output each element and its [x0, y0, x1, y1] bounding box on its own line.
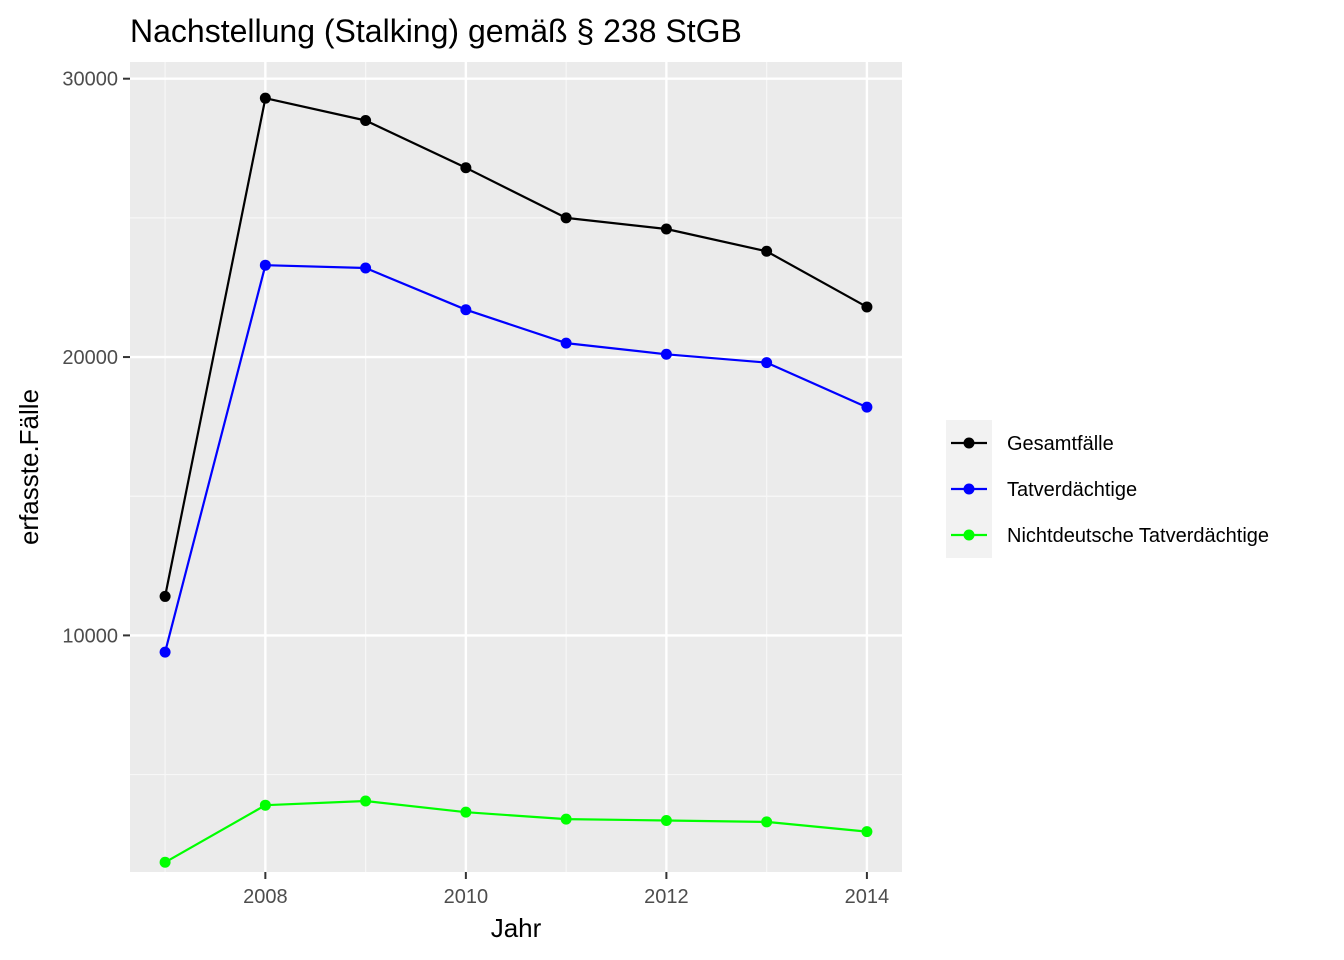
- y-tick-label: 10000: [62, 625, 118, 647]
- chart-title: Nachstellung (Stalking) gemäß § 238 StGB: [130, 13, 742, 49]
- legend-label: Tatverdächtige: [1007, 479, 1137, 501]
- x-tick-label: 2010: [444, 886, 489, 908]
- data-point: [159, 646, 171, 658]
- data-point: [761, 357, 773, 369]
- data-point: [660, 223, 672, 235]
- x-tick-label: 2012: [644, 886, 689, 908]
- legend-key-point: [963, 437, 975, 449]
- data-point: [460, 162, 472, 174]
- series-line: [164, 97, 868, 597]
- data-point: [159, 590, 171, 602]
- minor-gridlines: [130, 62, 902, 872]
- data-point: [560, 337, 572, 349]
- data-point: [460, 304, 472, 316]
- data-point: [159, 856, 171, 868]
- y-tick-label: 30000: [62, 69, 118, 91]
- legend-label: Nichtdeutsche Tatverdächtige: [1007, 525, 1269, 547]
- x-tick-label: 2014: [845, 886, 890, 908]
- legend-key-point: [963, 483, 975, 495]
- x-tick-label: 2008: [243, 886, 288, 908]
- data-point: [861, 401, 873, 413]
- data-point: [360, 262, 372, 274]
- data-point: [861, 301, 873, 313]
- data-point: [761, 245, 773, 257]
- data-point: [560, 813, 572, 825]
- legend: Gesamtfälle Tatverdächtige Nichtdeutsche T…: [946, 420, 1269, 558]
- y-tick-label: 20000: [62, 347, 118, 369]
- data-point: [259, 92, 271, 104]
- data-point: [660, 348, 672, 360]
- major-gridlines: [130, 62, 902, 872]
- data-point: [861, 826, 873, 838]
- x-axis: 2008 2010 2012 2014: [243, 872, 889, 908]
- data-point: [460, 806, 472, 818]
- series-line: [164, 264, 868, 653]
- data-point: [259, 259, 271, 271]
- data-point: [660, 815, 672, 827]
- y-axis-title: erfasste.Fälle: [14, 389, 44, 545]
- data-point: [560, 212, 572, 224]
- data-point: [259, 799, 271, 811]
- data-point: [360, 795, 372, 807]
- legend-key-point: [963, 529, 975, 541]
- x-axis-title: Jahr: [491, 913, 542, 943]
- data-point: [761, 816, 773, 828]
- data-point: [360, 114, 372, 126]
- legend-label: Gesamtfälle: [1007, 433, 1114, 455]
- series-layer: [159, 92, 873, 868]
- y-axis: 10000 20000 30000: [62, 69, 130, 647]
- series-line: [164, 799, 868, 864]
- plot-panel: [130, 62, 902, 872]
